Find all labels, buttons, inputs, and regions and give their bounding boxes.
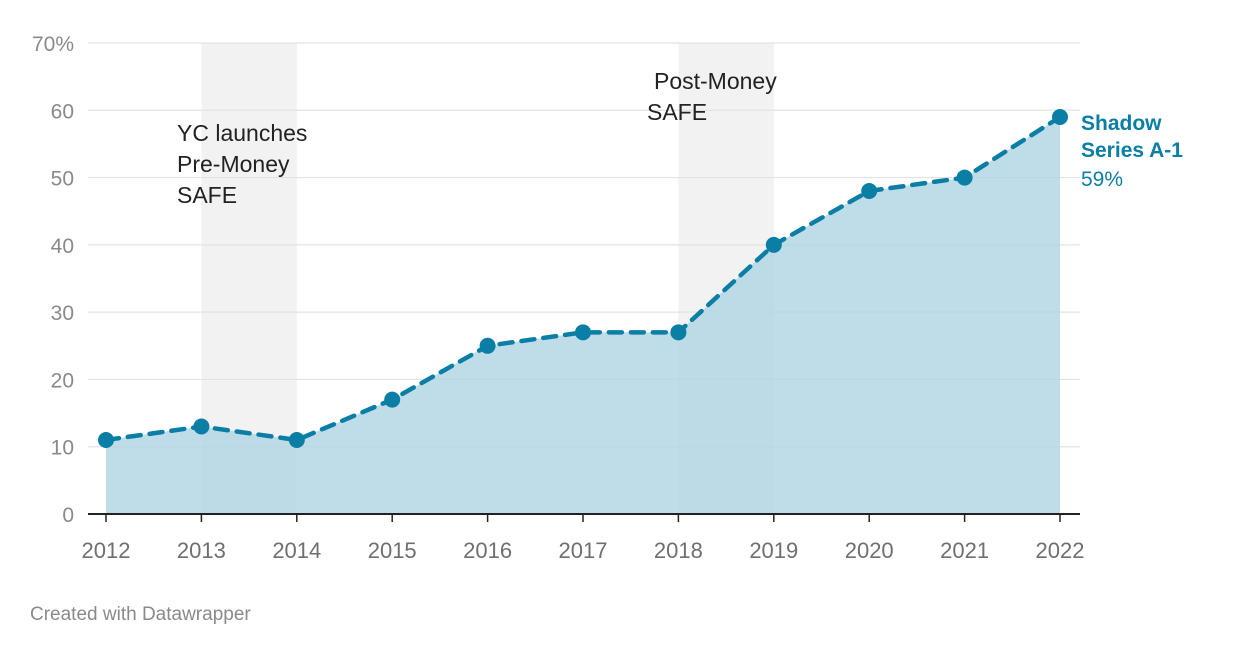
- data-point-2019: [765, 236, 782, 253]
- band-annotation-1: Pre-Money: [177, 151, 290, 177]
- band-annotation-1: YC launches: [177, 120, 307, 146]
- y-tick-label: 20: [51, 369, 74, 392]
- data-point-2015: [384, 391, 401, 408]
- data-point-2020: [861, 183, 878, 200]
- x-tick-label: 2017: [559, 538, 608, 563]
- data-point-2013: [193, 418, 210, 435]
- x-tick-label: 2022: [1036, 538, 1085, 563]
- data-point-2016: [479, 337, 496, 354]
- band-annotation-2: Post-Money: [654, 68, 777, 94]
- series-area: [106, 117, 1060, 514]
- x-tick-label: 2013: [177, 538, 226, 563]
- y-tick-label: 50: [51, 168, 74, 191]
- data-point-2017: [575, 324, 591, 341]
- y-tick-label: 30: [51, 302, 74, 325]
- y-tick-label: 70%: [32, 33, 74, 56]
- data-point-2022: [1052, 109, 1068, 126]
- y-tick-label: 40: [51, 235, 74, 258]
- credit-footer[interactable]: Created with Datawrapper: [30, 604, 251, 625]
- y-tick-label: 10: [51, 437, 74, 460]
- band-annotation-1: SAFE: [177, 182, 237, 208]
- band-annotation-2: SAFE: [647, 99, 707, 125]
- data-point-2012: [98, 431, 114, 448]
- x-tick-label: 2012: [82, 538, 131, 563]
- series-label-value: 59%: [1081, 168, 1123, 191]
- x-tick-label: 2021: [940, 538, 989, 563]
- series-label-name: Shadow: [1081, 112, 1162, 135]
- y-tick-label: 60: [51, 100, 74, 123]
- x-tick-label: 2015: [368, 538, 417, 563]
- series-label-name-line2: Series A-1: [1081, 139, 1183, 162]
- x-tick-label: 2016: [463, 538, 512, 563]
- data-point-2018: [670, 324, 687, 341]
- x-tick-label: 2020: [845, 538, 894, 563]
- data-point-2021: [956, 169, 973, 186]
- series-line: [103, 114, 1063, 443]
- data-point-2014: [288, 431, 305, 448]
- x-tick-label: 2018: [654, 538, 703, 563]
- x-tick-label: 2014: [272, 538, 321, 563]
- x-tick-label: 2019: [749, 538, 798, 563]
- y-tick-label: 0: [62, 504, 74, 527]
